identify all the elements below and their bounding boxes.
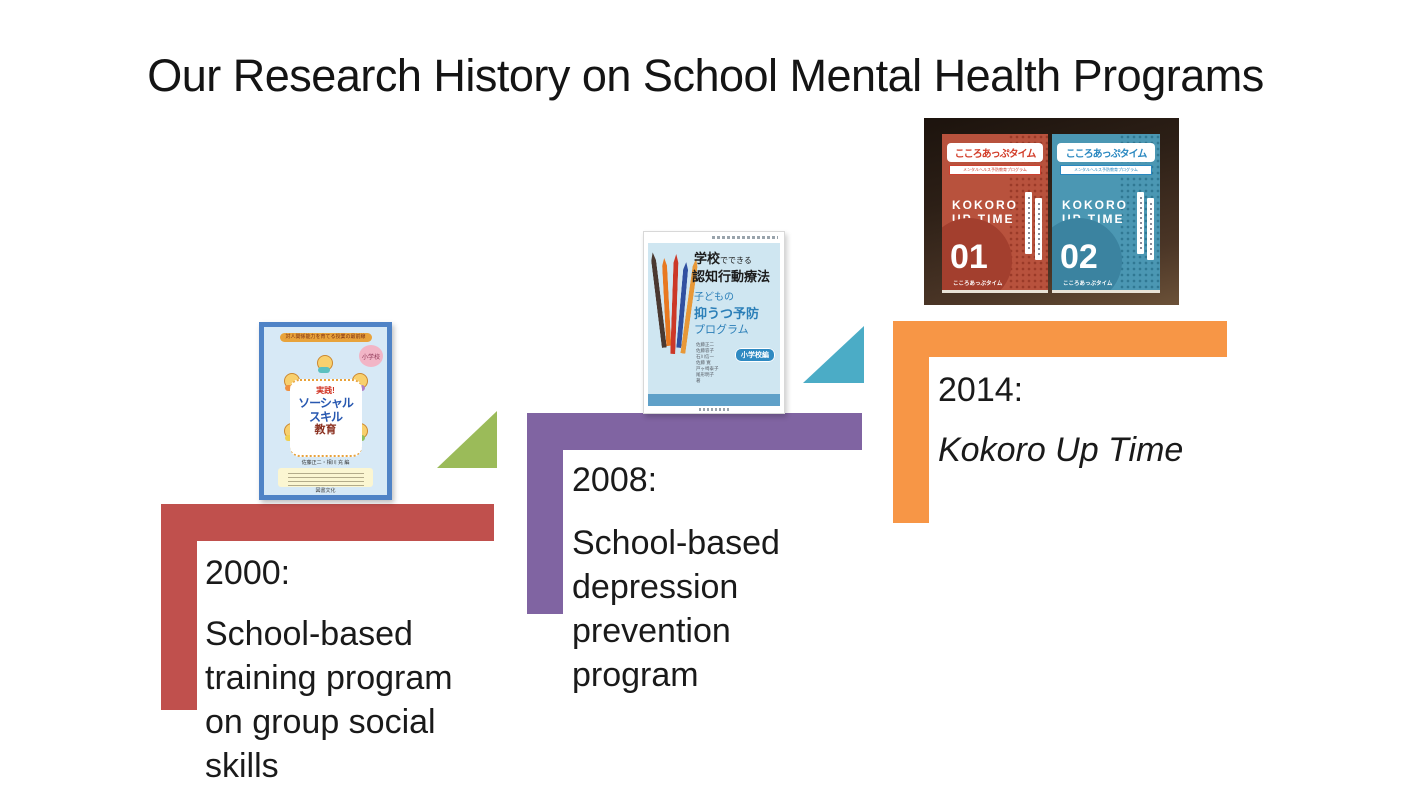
- book-2000-authors: 佐藤正二・相川 充 編: [301, 460, 350, 466]
- book-2000-banner: 対人関係能力を育てる授業の最前線: [279, 333, 372, 342]
- kokoro-booklet-01: こころあっぷタイム メンタルヘルス予防教育プログラム KOKORO UP TIM…: [942, 134, 1048, 293]
- description-2008-line: prevention: [572, 612, 731, 650]
- book-2008-title-part3: 子どもの: [694, 292, 734, 303]
- step-up-arrow-icon: [437, 411, 497, 468]
- description-2000: School-based training program on group s…: [205, 612, 453, 788]
- description-2000-line: School-based: [205, 615, 413, 653]
- book-2000-blurb-box: [278, 468, 373, 487]
- book-2000-publisher: 図書文化: [315, 488, 336, 494]
- volume-number: 02: [1060, 238, 1098, 276]
- description-2000-line: on group social: [205, 703, 436, 741]
- kokoro-booklets-photo: こころあっぷタイム メンタルヘルス予防教育プログラム KOKORO UP TIM…: [924, 118, 1179, 305]
- timeline-bracket-2008-horizontal: [527, 413, 862, 450]
- book-cover-2000-background: 対人関係能力を育てる授業の最前線 小学校 実践! ソーシャル スキル 教育 佐藤…: [264, 327, 387, 495]
- year-label-2014: 2014:: [938, 371, 1024, 409]
- timeline-bracket-2014-horizontal: [893, 321, 1227, 357]
- book-cover-2000-image: 対人関係能力を育てる授業の最前線 小学校 実践! ソーシャル スキル 教育 佐藤…: [259, 322, 392, 500]
- book-2000-title-block: 実践! ソーシャル スキル 教育: [289, 379, 362, 457]
- kokoro-footer-text: こころあっぷタイム: [953, 281, 1003, 287]
- slide-title: Our Research History on School Mental He…: [147, 50, 1264, 101]
- kokoro-booklet-02: こころあっぷタイム メンタルヘルス予防教育プログラム KOKORO UP TIM…: [1052, 134, 1160, 293]
- timeline-bracket-2008-vertical: [527, 413, 563, 614]
- year-label-2000: 2000:: [205, 554, 291, 592]
- kokoro-vertical-label: [1025, 192, 1032, 254]
- book-2000-title-main: スキル: [308, 410, 343, 424]
- kokoro-subtitle: メンタルヘルス予防教育プログラム: [1059, 165, 1153, 175]
- book-2008-title-part5: プログラム: [694, 324, 749, 336]
- description-2000-line: training program: [205, 659, 453, 697]
- description-2014-line: Kokoro Up Time: [938, 431, 1184, 469]
- timeline-bracket-2000-horizontal: [161, 504, 494, 541]
- kokoro-logo: こころあっぷタイム: [1057, 143, 1155, 162]
- kokoro-footer-text: こころあっぷタイム: [1063, 281, 1113, 287]
- kokoro-vertical-label: [1035, 198, 1042, 260]
- book-2000-title-main: ソーシャル: [298, 396, 354, 410]
- book-2000-grade-badge: 小学校: [359, 345, 383, 367]
- book-2008-grade-badge: 小学校編: [735, 348, 775, 362]
- kokoro-vertical-label: [1147, 198, 1154, 260]
- volume-number: 01: [950, 238, 988, 276]
- kokoro-vertical-label: [1137, 192, 1144, 254]
- book-2000-title-sub: 教育: [314, 424, 337, 436]
- book-2008-header-line: [712, 236, 778, 239]
- book-2008-publisher-line: [699, 408, 729, 411]
- description-2000-line: skills: [205, 747, 279, 785]
- book-2008-bottom-band: [648, 394, 780, 406]
- book-2008-title-part4: 抑うつ予防: [694, 306, 760, 321]
- kokoro-logo: こころあっぷタイム: [947, 143, 1043, 162]
- description-2008-line: depression: [572, 568, 739, 606]
- book-2000-title-lead: 実践!: [316, 386, 335, 395]
- step-up-arrow-icon: [803, 326, 864, 383]
- timeline-bracket-2014-vertical: [893, 321, 929, 523]
- description-2008-line: program: [572, 656, 699, 694]
- book-2008-title-part2: 認知行動療法: [692, 269, 771, 284]
- description-2008-line: School-based: [572, 524, 780, 562]
- book-2008-title-small: でできる: [720, 256, 752, 265]
- cartoon-child-body: [318, 367, 330, 373]
- book-2008-cover-panel: [648, 243, 780, 394]
- timeline-bracket-2000-vertical: [161, 504, 197, 710]
- description-2008: School-based depression prevention progr…: [572, 521, 780, 697]
- book-2008-title-big: 学校: [694, 251, 721, 266]
- book-cover-2008-image: 学校でできる 認知行動療法 子どもの 抑うつ予防 プログラム 佐藤正二 佐藤容子…: [643, 231, 785, 414]
- description-2014: Kokoro Up Time: [938, 428, 1183, 472]
- year-label-2008: 2008:: [572, 461, 658, 499]
- kokoro-subtitle: メンタルヘルス予防教育プログラム: [949, 165, 1041, 175]
- book-2008-title-part1: 学校でできる: [694, 248, 752, 267]
- book-2008-authors: 佐藤正二 佐藤容子 石川信一 佐藤 寛 戸ヶ崎泰子 尾形明子 著: [696, 342, 719, 383]
